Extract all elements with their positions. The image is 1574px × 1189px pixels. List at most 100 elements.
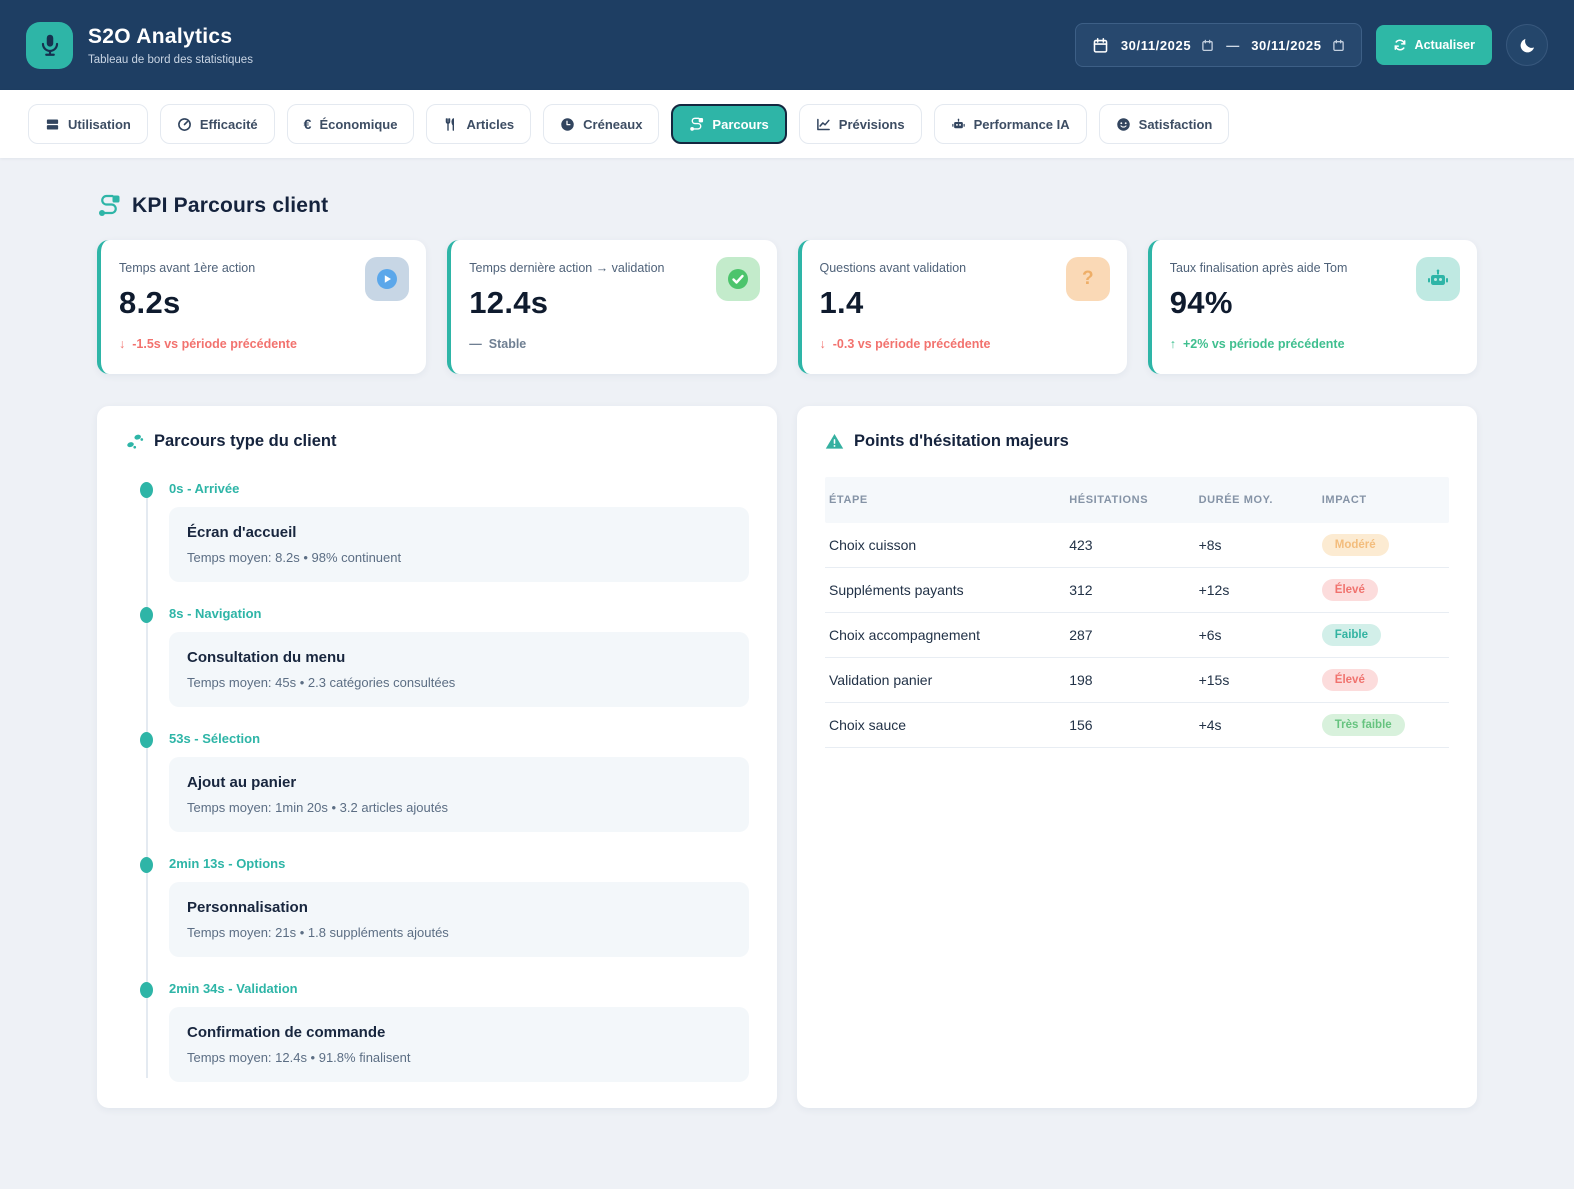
step-time: 53s - Sélection: [169, 731, 261, 746]
date-from-field[interactable]: 30/11/2025: [1121, 38, 1214, 53]
step-time: 2min 34s - Validation: [169, 981, 298, 996]
table-row: Choix cuisson 423 +8s Modéré: [825, 523, 1449, 568]
kpi-label: Temps dernière action → validation: [469, 261, 665, 275]
tab-label: Économique: [319, 116, 398, 132]
kpi-value: 94%: [1169, 285, 1233, 321]
tab-utilisation[interactable]: Utilisation: [28, 104, 148, 144]
cell-hesitations: 312: [1069, 582, 1093, 598]
tab-satisfaction[interactable]: Satisfaction: [1098, 104, 1230, 144]
kpi-trend: — Stable: [469, 337, 756, 351]
cell-etape: Suppléments payants: [829, 582, 964, 598]
kpi-trend-text: +2% vs période précédente: [1183, 337, 1345, 352]
tab-label: Satisfaction: [1138, 116, 1213, 132]
step-card: Personnalisation Temps moyen: 21s • 1.8 …: [169, 882, 749, 957]
col-hesitations: Hésitations: [1069, 494, 1149, 506]
step-detail: Temps moyen: 21s • 1.8 suppléments ajout…: [187, 925, 449, 940]
step-card: Consultation du menu Temps moyen: 45s • …: [169, 632, 749, 707]
step-time: 2min 13s - Options: [169, 856, 286, 871]
kpi-trend-text: -1.5s vs période précédente: [132, 337, 297, 352]
cell-hesitations: 198: [1069, 672, 1093, 688]
refresh-button[interactable]: Actualiser: [1375, 25, 1492, 65]
date-separator: —: [1226, 37, 1240, 53]
cell-etape: Choix cuisson: [829, 537, 917, 553]
step-title: Consultation du menu: [187, 649, 346, 666]
step-detail: Temps moyen: 12.4s • 91.8% finalisent: [187, 1050, 411, 1065]
clock-icon: [560, 117, 575, 132]
calendar-icon: [1092, 37, 1109, 54]
footsteps-icon: [125, 432, 144, 451]
bars-icon: [45, 117, 60, 132]
tab-economique[interactable]: € Économique: [286, 104, 415, 144]
hesitation-panel: Points d'hésitation majeurs Étape Hésita…: [797, 406, 1477, 1108]
kpi-value: 12.4s: [469, 285, 549, 321]
refresh-label: Actualiser: [1414, 38, 1475, 52]
robot-icon: [1416, 257, 1460, 301]
main-content: KPI Parcours client Temps avant 1ère act…: [97, 194, 1477, 1108]
tab-bar: Utilisation Efficacité € Économique Arti…: [0, 90, 1574, 158]
kpi-trend: ↓ -1.5s vs période précédente: [119, 337, 406, 351]
calendar-small-icon[interactable]: [1332, 39, 1345, 52]
tab-articles[interactable]: Articles: [426, 104, 532, 144]
step-card: Confirmation de commande Temps moyen: 12…: [169, 1007, 749, 1082]
step-time: 8s - Navigation: [169, 606, 262, 621]
timeline-step: 0s - Arrivée Écran d'accueil Temps moyen…: [125, 481, 749, 582]
table-row: Choix accompagnement 287 +6s Faible: [825, 613, 1449, 658]
step-card: Écran d'accueil Temps moyen: 8.2s • 98% …: [169, 507, 749, 582]
route-icon: [689, 117, 704, 132]
timeline-dot: [140, 982, 153, 998]
cell-hesitations: 156: [1069, 717, 1093, 733]
tab-parcours[interactable]: Parcours: [671, 104, 787, 144]
gauge-icon: [177, 117, 192, 132]
step-detail: Temps moyen: 1min 20s • 3.2 articles ajo…: [187, 800, 449, 815]
robot-icon: [951, 117, 966, 132]
arrow-down-icon: ↓: [119, 337, 126, 352]
step-detail: Temps moyen: 8.2s • 98% continuent: [187, 550, 402, 565]
utensils-icon: [443, 117, 458, 132]
kpi-label: Questions avant validation: [819, 261, 967, 275]
dash-icon: —: [469, 337, 482, 352]
section-header: KPI Parcours client: [97, 194, 1477, 218]
timeline-step: 2min 13s - Options Personnalisation Temp…: [125, 856, 749, 957]
arrow-up-icon: ↑: [1169, 337, 1176, 352]
dark-mode-toggle[interactable]: [1506, 24, 1548, 66]
smiley-icon: [1116, 117, 1131, 132]
tab-label: Prévisions: [838, 116, 905, 132]
check-icon: [715, 257, 760, 301]
kpi-label: Temps avant 1ère action: [119, 261, 256, 275]
kpi-cards: Temps avant 1ère action 8.2s ↓ -1.5s vs …: [97, 240, 1477, 374]
date-to-field[interactable]: 30/11/2025: [1251, 38, 1344, 53]
kpi-trend: ↑ +2% vs période précédente: [1170, 337, 1457, 351]
kpi-value: 1.4: [819, 285, 864, 321]
cell-etape: Choix accompagnement: [829, 627, 980, 643]
timeline-dot: [140, 482, 153, 498]
col-impact: Impact: [1321, 494, 1367, 506]
tab-previsions[interactable]: Prévisions: [798, 104, 922, 144]
tab-creneaux[interactable]: Créneaux: [543, 104, 660, 144]
timeline-step: 2min 34s - Validation Confirmation de co…: [125, 981, 749, 1082]
kpi-card-temps-validation: Temps dernière action → validation 12.4s…: [447, 240, 777, 374]
cell-hesitations: 287: [1069, 627, 1093, 643]
impact-badge: Modéré: [1321, 534, 1389, 556]
app-title: S2O Analytics: [88, 24, 233, 48]
app-logo: [26, 21, 73, 69]
cell-duree: +4s: [1198, 717, 1222, 733]
kpi-value: 8.2s: [119, 285, 181, 321]
tab-performance-ia[interactable]: Performance IA: [933, 104, 1087, 144]
col-etape: Étape: [829, 494, 868, 506]
table-header: Étape Hésitations Durée moy. Impact: [825, 477, 1449, 523]
tab-label: Créneaux: [583, 116, 643, 132]
impact-badge: Très faible: [1321, 714, 1405, 736]
cell-hesitations: 423: [1069, 537, 1093, 553]
timeline-step: 53s - Sélection Ajout au panier Temps mo…: [125, 731, 749, 832]
tab-efficacite[interactable]: Efficacité: [159, 104, 275, 144]
calendar-small-icon[interactable]: [1201, 39, 1214, 52]
refresh-icon: [1393, 38, 1407, 52]
impact-badge: Faible: [1321, 624, 1382, 646]
cell-etape: Choix sauce: [829, 717, 907, 733]
app-subtitle: Tableau de bord des statistiques: [88, 53, 253, 66]
timeline-dot: [140, 607, 153, 623]
moon-icon: [1518, 36, 1537, 55]
timeline-step: 8s - Navigation Consultation du menu Tem…: [125, 606, 749, 707]
journey-panel-title: Parcours type du client: [154, 432, 337, 450]
kpi-card-temps-avant: Temps avant 1ère action 8.2s ↓ -1.5s vs …: [97, 240, 427, 374]
